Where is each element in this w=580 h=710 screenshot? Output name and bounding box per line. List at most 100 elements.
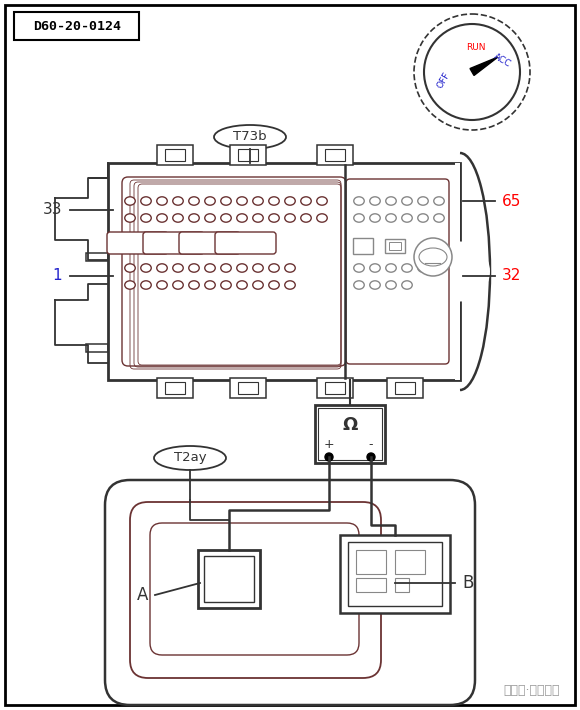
- FancyBboxPatch shape: [204, 556, 254, 602]
- Ellipse shape: [414, 238, 452, 276]
- Ellipse shape: [157, 214, 167, 222]
- FancyBboxPatch shape: [130, 502, 381, 678]
- Circle shape: [367, 453, 375, 461]
- Ellipse shape: [418, 214, 428, 222]
- FancyBboxPatch shape: [122, 177, 346, 366]
- Text: B: B: [462, 574, 474, 592]
- Ellipse shape: [402, 197, 412, 205]
- FancyBboxPatch shape: [86, 344, 108, 352]
- Ellipse shape: [285, 280, 295, 289]
- Ellipse shape: [205, 264, 215, 272]
- Ellipse shape: [386, 280, 396, 289]
- Ellipse shape: [157, 264, 167, 272]
- Ellipse shape: [205, 214, 215, 222]
- FancyBboxPatch shape: [348, 542, 442, 606]
- Text: A: A: [137, 586, 148, 604]
- Ellipse shape: [125, 280, 135, 289]
- Ellipse shape: [221, 197, 231, 205]
- Ellipse shape: [141, 264, 151, 272]
- Text: 1: 1: [52, 268, 62, 283]
- Ellipse shape: [237, 197, 247, 205]
- Text: RUN: RUN: [466, 43, 486, 52]
- FancyBboxPatch shape: [107, 232, 168, 254]
- Ellipse shape: [370, 197, 380, 205]
- Text: -: -: [369, 439, 374, 452]
- FancyBboxPatch shape: [108, 163, 460, 380]
- Ellipse shape: [285, 264, 295, 272]
- Text: Ω: Ω: [342, 416, 358, 434]
- FancyBboxPatch shape: [143, 232, 204, 254]
- Ellipse shape: [370, 280, 380, 289]
- Ellipse shape: [141, 197, 151, 205]
- FancyBboxPatch shape: [317, 378, 353, 398]
- FancyBboxPatch shape: [455, 163, 460, 380]
- Ellipse shape: [173, 197, 183, 205]
- FancyBboxPatch shape: [318, 408, 382, 460]
- Ellipse shape: [173, 264, 183, 272]
- Ellipse shape: [402, 214, 412, 222]
- Text: 中华网·汽车频道: 中华网·汽车频道: [503, 684, 560, 697]
- FancyBboxPatch shape: [230, 145, 266, 165]
- Text: T2ay: T2ay: [173, 452, 206, 464]
- FancyBboxPatch shape: [395, 382, 415, 394]
- FancyBboxPatch shape: [356, 578, 386, 592]
- Ellipse shape: [188, 280, 200, 289]
- Ellipse shape: [188, 197, 200, 205]
- Ellipse shape: [354, 197, 364, 205]
- Ellipse shape: [125, 197, 135, 205]
- Text: ACC: ACC: [492, 52, 512, 69]
- FancyBboxPatch shape: [14, 12, 139, 40]
- Ellipse shape: [188, 264, 200, 272]
- Ellipse shape: [141, 280, 151, 289]
- Text: 33: 33: [42, 202, 62, 217]
- Circle shape: [424, 24, 520, 120]
- FancyBboxPatch shape: [230, 378, 266, 398]
- FancyBboxPatch shape: [389, 242, 401, 250]
- FancyBboxPatch shape: [395, 550, 425, 574]
- Ellipse shape: [301, 214, 311, 222]
- Ellipse shape: [173, 214, 183, 222]
- Ellipse shape: [253, 214, 263, 222]
- Ellipse shape: [173, 280, 183, 289]
- FancyBboxPatch shape: [340, 535, 450, 613]
- Ellipse shape: [434, 214, 444, 222]
- Text: D60-20-0124: D60-20-0124: [33, 21, 121, 33]
- Ellipse shape: [253, 197, 263, 205]
- FancyBboxPatch shape: [165, 149, 185, 161]
- FancyBboxPatch shape: [157, 145, 193, 165]
- Text: OFF: OFF: [436, 70, 452, 89]
- Ellipse shape: [269, 197, 279, 205]
- Wedge shape: [460, 241, 490, 302]
- FancyBboxPatch shape: [215, 232, 276, 254]
- Ellipse shape: [237, 214, 247, 222]
- Ellipse shape: [301, 197, 311, 205]
- FancyBboxPatch shape: [356, 550, 386, 574]
- FancyBboxPatch shape: [317, 145, 353, 165]
- Ellipse shape: [221, 214, 231, 222]
- Ellipse shape: [354, 264, 364, 272]
- Ellipse shape: [354, 280, 364, 289]
- FancyBboxPatch shape: [387, 378, 423, 398]
- Text: T73b: T73b: [233, 131, 267, 143]
- FancyBboxPatch shape: [238, 149, 258, 161]
- FancyBboxPatch shape: [325, 382, 345, 394]
- Circle shape: [414, 14, 530, 130]
- FancyBboxPatch shape: [353, 238, 373, 254]
- FancyBboxPatch shape: [325, 149, 345, 161]
- Ellipse shape: [418, 264, 428, 272]
- Ellipse shape: [141, 214, 151, 222]
- Text: +: +: [324, 439, 334, 452]
- FancyBboxPatch shape: [165, 382, 185, 394]
- Ellipse shape: [370, 214, 380, 222]
- Ellipse shape: [317, 214, 327, 222]
- FancyBboxPatch shape: [105, 480, 475, 705]
- Ellipse shape: [317, 197, 327, 205]
- Ellipse shape: [419, 248, 447, 266]
- FancyBboxPatch shape: [385, 239, 405, 253]
- FancyBboxPatch shape: [346, 179, 449, 364]
- FancyBboxPatch shape: [5, 5, 575, 705]
- Ellipse shape: [370, 264, 380, 272]
- Ellipse shape: [386, 214, 396, 222]
- Ellipse shape: [269, 214, 279, 222]
- Ellipse shape: [205, 280, 215, 289]
